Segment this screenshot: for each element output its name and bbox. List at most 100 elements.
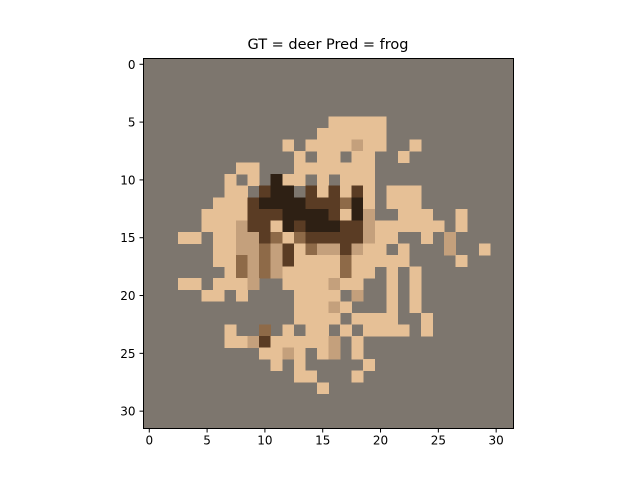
image-pixel-run	[421, 231, 433, 244]
image-pixel-run	[305, 243, 318, 256]
image-pixel-run	[363, 359, 376, 371]
image-pixel-run	[224, 324, 237, 337]
image-pixel-run	[316, 185, 329, 198]
image-pixel-run	[270, 220, 283, 233]
image-pixel-run	[305, 197, 341, 210]
image-pixel-run	[247, 197, 260, 210]
image-pixel-run	[386, 289, 399, 302]
image-pixel-run	[270, 266, 283, 279]
image-pixel-run	[201, 289, 225, 302]
image-pixel-run	[236, 289, 248, 302]
y-tick-label: 5	[128, 116, 136, 130]
image-pixel-run	[397, 243, 410, 256]
image-pixel-run	[293, 301, 329, 314]
image-pixel-run	[270, 174, 283, 186]
image-pixel-run	[421, 312, 433, 325]
image-pixel-run	[351, 266, 376, 279]
image-pixel-run	[409, 139, 422, 152]
image-pixel-run	[316, 174, 329, 186]
image-pixel-run	[351, 151, 376, 163]
image-pixel-run	[178, 231, 202, 244]
image-pixel-run	[178, 278, 202, 291]
image-pixel-run	[282, 336, 329, 348]
image-pixel-run	[316, 127, 387, 140]
image-pixel-run	[397, 220, 422, 233]
image-pixel-run	[282, 255, 295, 267]
image-pixel-run	[455, 255, 468, 267]
image-pixel-run	[374, 231, 399, 244]
image-pixel-run	[363, 243, 387, 256]
image-pixel-run	[328, 336, 341, 348]
image-pixel-run	[247, 174, 260, 186]
image-pixel-run	[224, 185, 248, 198]
image-pixel-run	[328, 243, 341, 256]
image-pixel-run	[340, 324, 352, 337]
image-pixel-run	[293, 243, 306, 256]
image-pixel-run	[270, 255, 283, 267]
image-pixel-run	[351, 336, 364, 348]
image-pixel-run	[444, 243, 456, 256]
image-pixel-run	[374, 220, 387, 233]
image-pixel-run	[259, 197, 306, 210]
y-tick-label: 0	[128, 58, 136, 72]
image-pixel-run	[340, 185, 352, 198]
x-axis: 0 5 10 15 20 25 30	[145, 428, 504, 448]
image-pixel-run	[363, 208, 376, 221]
image-pixel-run	[386, 185, 399, 198]
image-pixel-run	[340, 278, 364, 291]
image-pixel-run	[201, 208, 248, 221]
image-pixel-run	[236, 162, 260, 175]
image-pixel-run	[409, 266, 422, 279]
image-pixel-run	[316, 347, 329, 360]
image-pixel-run	[455, 208, 468, 221]
image-pixel-run	[351, 370, 364, 383]
image-pixel-run	[351, 185, 364, 198]
image-pixel-run	[351, 243, 364, 256]
image-pixel-run	[386, 278, 399, 291]
image-pixel-run	[444, 231, 456, 244]
image-pixel-run	[340, 220, 364, 233]
y-axis: 0 5 10 15 20 25 30	[120, 58, 144, 419]
image-pixel-run	[397, 151, 410, 163]
image-pixel-run	[328, 208, 341, 221]
image-pixel-run	[293, 370, 318, 383]
image-pixel-run	[478, 243, 491, 256]
y-tick-label: 25	[120, 347, 135, 361]
image-pixel-run	[328, 116, 341, 129]
image-pixel-run	[236, 220, 248, 233]
image-pixel-run	[212, 255, 237, 267]
image-pixel-run	[293, 231, 306, 244]
image-pixel-run	[212, 197, 248, 210]
image-pixel-run	[328, 347, 341, 360]
image-pixel-run	[293, 162, 341, 175]
image-pixel-run	[293, 151, 306, 163]
image-pixel-run	[259, 231, 271, 244]
image-pixel-run	[340, 162, 376, 175]
image-pixel-run	[386, 220, 399, 233]
image-pixel-run	[386, 197, 422, 210]
image-pixel-run	[247, 278, 260, 291]
x-tick-label: 10	[257, 434, 272, 448]
image-pixel-run	[351, 197, 364, 210]
image-pixel-run	[363, 220, 376, 233]
image-pixel-run	[363, 139, 387, 152]
image-pixel-run	[293, 312, 341, 325]
image-pixel-run	[363, 324, 410, 337]
image-pixel-run	[328, 185, 341, 198]
image-pixel-run	[270, 185, 295, 198]
image-pixel-run	[236, 231, 260, 244]
y-tick-label: 10	[120, 173, 135, 187]
axes-frame	[143, 58, 514, 429]
image-pixel-run	[316, 151, 341, 163]
image-pixel-run	[247, 220, 271, 233]
image-pixel-run	[293, 208, 329, 221]
image-pixel-run	[351, 255, 364, 267]
image-pixel-run	[351, 347, 364, 360]
image-pixel-run	[224, 336, 248, 348]
image-pixel-run	[282, 208, 295, 221]
image-pixel-run	[293, 255, 341, 267]
x-tick-label: 20	[373, 434, 388, 448]
image-pixel-run	[259, 347, 283, 360]
image-pixel-run	[316, 382, 329, 395]
